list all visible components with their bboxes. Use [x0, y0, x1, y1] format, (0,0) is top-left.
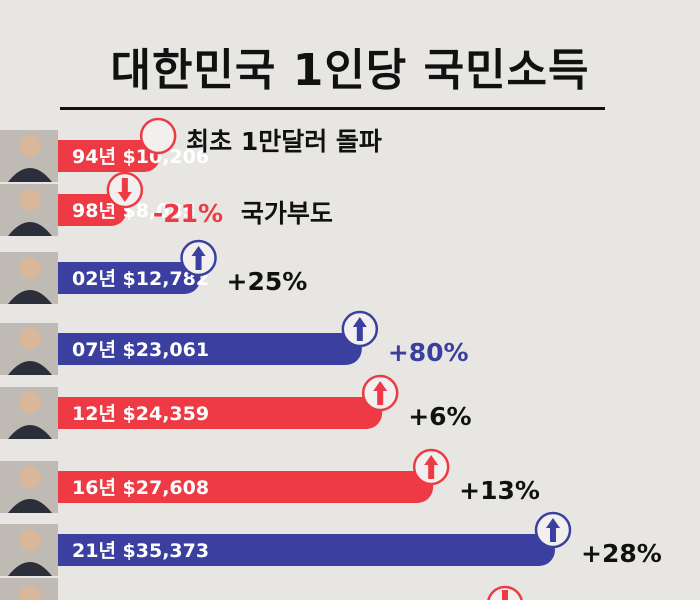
arrow-up-icon — [361, 374, 399, 412]
arrow-up-icon — [412, 448, 450, 486]
circle-marker-icon — [139, 117, 177, 155]
portrait-photo — [0, 252, 58, 304]
portrait-photo — [0, 323, 58, 375]
bar-group-16년: 16년 $27,608 +13% — [0, 448, 540, 513]
bar-group-07년: 07년 $23,061 +80% — [0, 310, 469, 375]
bar-value-label: 16년 $27,608 — [72, 477, 209, 499]
portrait-photo — [0, 184, 58, 236]
annotation-note: 국가부도 — [241, 199, 333, 228]
bar-group-12년: 12년 $24,359 +6% — [0, 374, 472, 439]
portrait-photo — [0, 461, 58, 513]
title-underline — [60, 107, 605, 110]
bar — [0, 333, 362, 365]
bar-group-21년: 21년 $35,373 +28% — [0, 511, 662, 576]
bar-value-label: 21년 $35,373 — [72, 540, 209, 562]
chart-title: 대한민국 1인당 국민소득 — [110, 45, 590, 96]
bar-value-label: 02년 $12,782 — [72, 268, 209, 290]
arrow-down-icon-partial — [487, 585, 523, 600]
change-percent: +80% — [388, 338, 469, 367]
change-percent: +13% — [459, 476, 540, 505]
bar-value-label: 98년 $8,085 — [72, 200, 196, 222]
change-percent: +6% — [408, 402, 471, 431]
bar-group-02년: 02년 $12,782 +25% — [0, 239, 308, 304]
arrow-up-icon — [180, 239, 217, 277]
portrait-photo — [0, 524, 58, 576]
annotation-text: 최초 1만달러 돌파 — [186, 127, 382, 156]
change-percent: -21% — [153, 199, 223, 228]
arrow-down-icon — [106, 171, 144, 209]
bar — [0, 471, 434, 503]
bar — [0, 397, 383, 429]
change-percent: +25% — [227, 267, 308, 296]
bar-group-98년: 98년 $8,085-21% 국가부도 — [0, 171, 333, 236]
bar — [0, 534, 555, 566]
arrow-up-icon — [341, 310, 379, 348]
change-percent: +28% — [581, 539, 662, 568]
arrow-up-icon — [534, 511, 572, 549]
portrait-photo — [0, 387, 58, 439]
bar-value-label: 94년 $10,206 — [72, 146, 209, 168]
portrait-photo-partial — [0, 578, 58, 600]
bar-value-label: 12년 $24,359 — [72, 403, 209, 425]
portrait-photo — [0, 130, 58, 182]
bar-value-label: 07년 $23,061 — [72, 339, 209, 361]
